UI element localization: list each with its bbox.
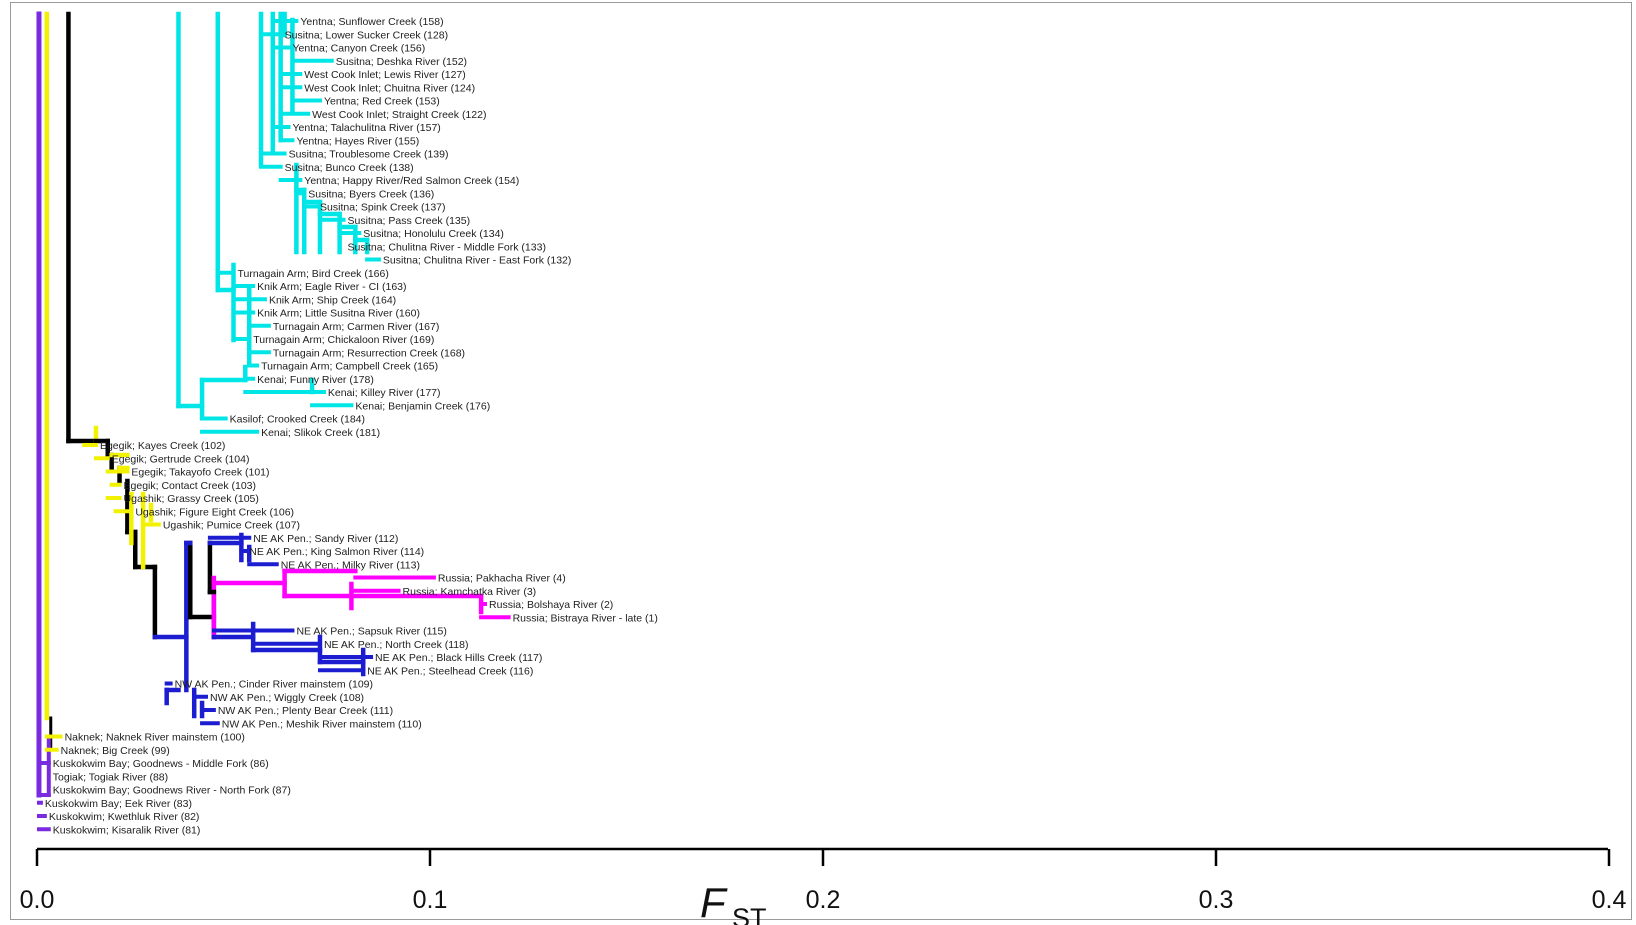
leaf-label: Kenai; Benjamin Creek (176) (355, 400, 490, 412)
leaf-label: Knik Arm; Little Susitna River (160) (257, 308, 420, 320)
leaf-label: Egegik; Contact Creek (103) (124, 480, 256, 492)
leaf-label: Kuskokwim Bay; Eek River (83) (45, 798, 192, 810)
leaf-label: Togiak; Togiak River (88) (53, 771, 168, 783)
axis-ticks (35, 849, 1611, 866)
leaf-label: Naknek; Naknek River mainstem (100) (65, 732, 245, 744)
leaf-label: Susitna; Troublesome Creek (139) (289, 149, 449, 161)
leaf-label: Turnagain Arm; Resurrection Creek (168) (273, 347, 465, 359)
leaf-label: NW AK Pen.; Meshik River mainstem (110) (222, 718, 422, 730)
leaf-label: Susitna; Honolulu Creek (134) (363, 228, 504, 240)
leaf-label: Susitna; Chulitna River - East Fork (132… (383, 255, 572, 267)
leaf-label: Susitna; Deshka River (152) (336, 56, 467, 68)
leaf-label: West Cook Inlet; Chuitna River (124) (304, 82, 475, 94)
leaf-label: Yentna; Sunflower Creek (158) (300, 16, 443, 28)
axis-tick-labels: 0.0 0.1 0.2 0.3 0.4 (20, 886, 1627, 914)
leaf-label: Susitna; Lower Sucker Creek (128) (285, 29, 448, 41)
leaf-label: Yentna; Happy River/Red Salmon Creek (15… (304, 175, 519, 187)
leaf-label: NW AK Pen.; Plenty Bear Creek (111) (218, 705, 393, 717)
leaf-label: Knik Arm; Eagle River - CI (163) (257, 281, 406, 293)
leaf-label: Russia; Bolshaya River (2) (489, 599, 613, 611)
leaf-label: Kasilof; Crooked Creek (184) (230, 414, 365, 426)
leaf-label: NE AK Pen.; Milky River (113) (281, 559, 420, 571)
axis-title-subscript: ST (732, 903, 767, 925)
leaf-label: Susitna; Byers Creek (136) (308, 188, 434, 200)
leaf-label: Susitna; Spink Creek (137) (320, 202, 445, 214)
leaf-label: NE AK Pen.; Sapsuk River (115) (296, 626, 446, 638)
leaf-label: Egegik; Takayofo Creek (101) (131, 467, 269, 479)
leaf-label: Susitna; Bunco Creek (138) (285, 162, 414, 174)
leaf-label: Kuskokwim Bay; Goodnews River - North Fo… (53, 785, 291, 797)
leaf-label: West Cook Inlet; Lewis River (127) (304, 69, 465, 81)
leaf-label: Kuskokwim; Kwethluk River (82) (49, 811, 200, 823)
leaf-label: NE AK Pen.; King Salmon River (114) (249, 546, 424, 558)
leaf-labels: Yentna; Sunflower Creek (158)Susitna; Lo… (45, 16, 658, 836)
axis-tick-label: 0.4 (1592, 886, 1627, 914)
leaf-label: Kenai; Slikok Creek (181) (261, 427, 380, 439)
axis-tick-label: 0.3 (1199, 886, 1234, 914)
leaf-label: Knik Arm; Ship Creek (164) (269, 294, 396, 306)
leaf-label: Kuskokwim; Kisaralik River (81) (53, 824, 201, 836)
leaf-label: Egegik; Kayes Creek (102) (100, 440, 225, 452)
leaf-label: NE AK Pen.; Steelhead Creek (116) (367, 665, 533, 677)
leaf-label: NE AK Pen.; North Creek (118) (324, 639, 469, 651)
leaf-label: Egegik; Gertrude Creek (104) (112, 453, 250, 465)
leaf-label: Yentna; Canyon Creek (156) (293, 43, 426, 55)
leaf-label: Kenai; Killey River (177) (328, 387, 441, 399)
axis-tick-label: 0.1 (413, 886, 448, 914)
leaf-label: Russia; Pakhacha River (4) (438, 573, 566, 585)
leaf-label: NE AK Pen.; Sandy River (112) (253, 533, 398, 545)
leaf-label: Ugashik; Grassy Creek (105) (124, 493, 259, 505)
axis-tick-label: 0.0 (20, 886, 55, 914)
leaf-label: Turnagain Arm; Campbell Creek (165) (261, 361, 438, 373)
leaf-label: Turnagain Arm; Bird Creek (166) (238, 268, 389, 280)
fst-axis: 0.0 0.1 0.2 0.3 0.4 F ST (20, 847, 1627, 925)
leaf-label: Naknek; Big Creek (99) (61, 745, 170, 757)
leaf-label: Yentna; Hayes River (155) (296, 135, 419, 147)
leaf-label: Susitna; Pass Creek (135) (348, 215, 471, 227)
leaf-label: Turnagain Arm; Carmen River (167) (273, 321, 440, 333)
leaf-label: Susitna; Chulitna River - Middle Fork (1… (348, 241, 546, 253)
dendrogram-branches (36, 11, 511, 832)
leaf-label: Russia; Bistraya River - late (1) (513, 612, 658, 624)
axis-title: F (700, 879, 728, 925)
leaf-label: Yentna; Talachulitna River (157) (293, 122, 441, 134)
plot-frame (10, 2, 1632, 920)
leaf-label: Russia; Kamchatka River (3) (403, 586, 537, 598)
leaf-label: NE AK Pen.; Black Hills Creek (117) (375, 652, 542, 664)
leaf-label: Turnagain Arm; Chickaloon River (169) (253, 334, 434, 346)
leaf-label: Kenai; Funny River (178) (257, 374, 374, 386)
leaf-label: NW AK Pen.; Wiggly Creek (108) (210, 692, 364, 704)
axis-tick-label: 0.2 (806, 886, 841, 914)
leaf-label: Ugashik; Figure Eight Creek (106) (135, 506, 294, 518)
leaf-label: NW AK Pen.; Cinder River mainstem (109) (175, 679, 373, 691)
leaf-label: West Cook Inlet; Straight Creek (122) (312, 109, 486, 121)
leaf-label: Yentna; Red Creek (153) (324, 96, 440, 108)
leaf-label: Ugashik; Pumice Creek (107) (163, 520, 300, 532)
leaf-label: Kuskokwim Bay; Goodnews - Middle Fork (8… (53, 758, 269, 770)
